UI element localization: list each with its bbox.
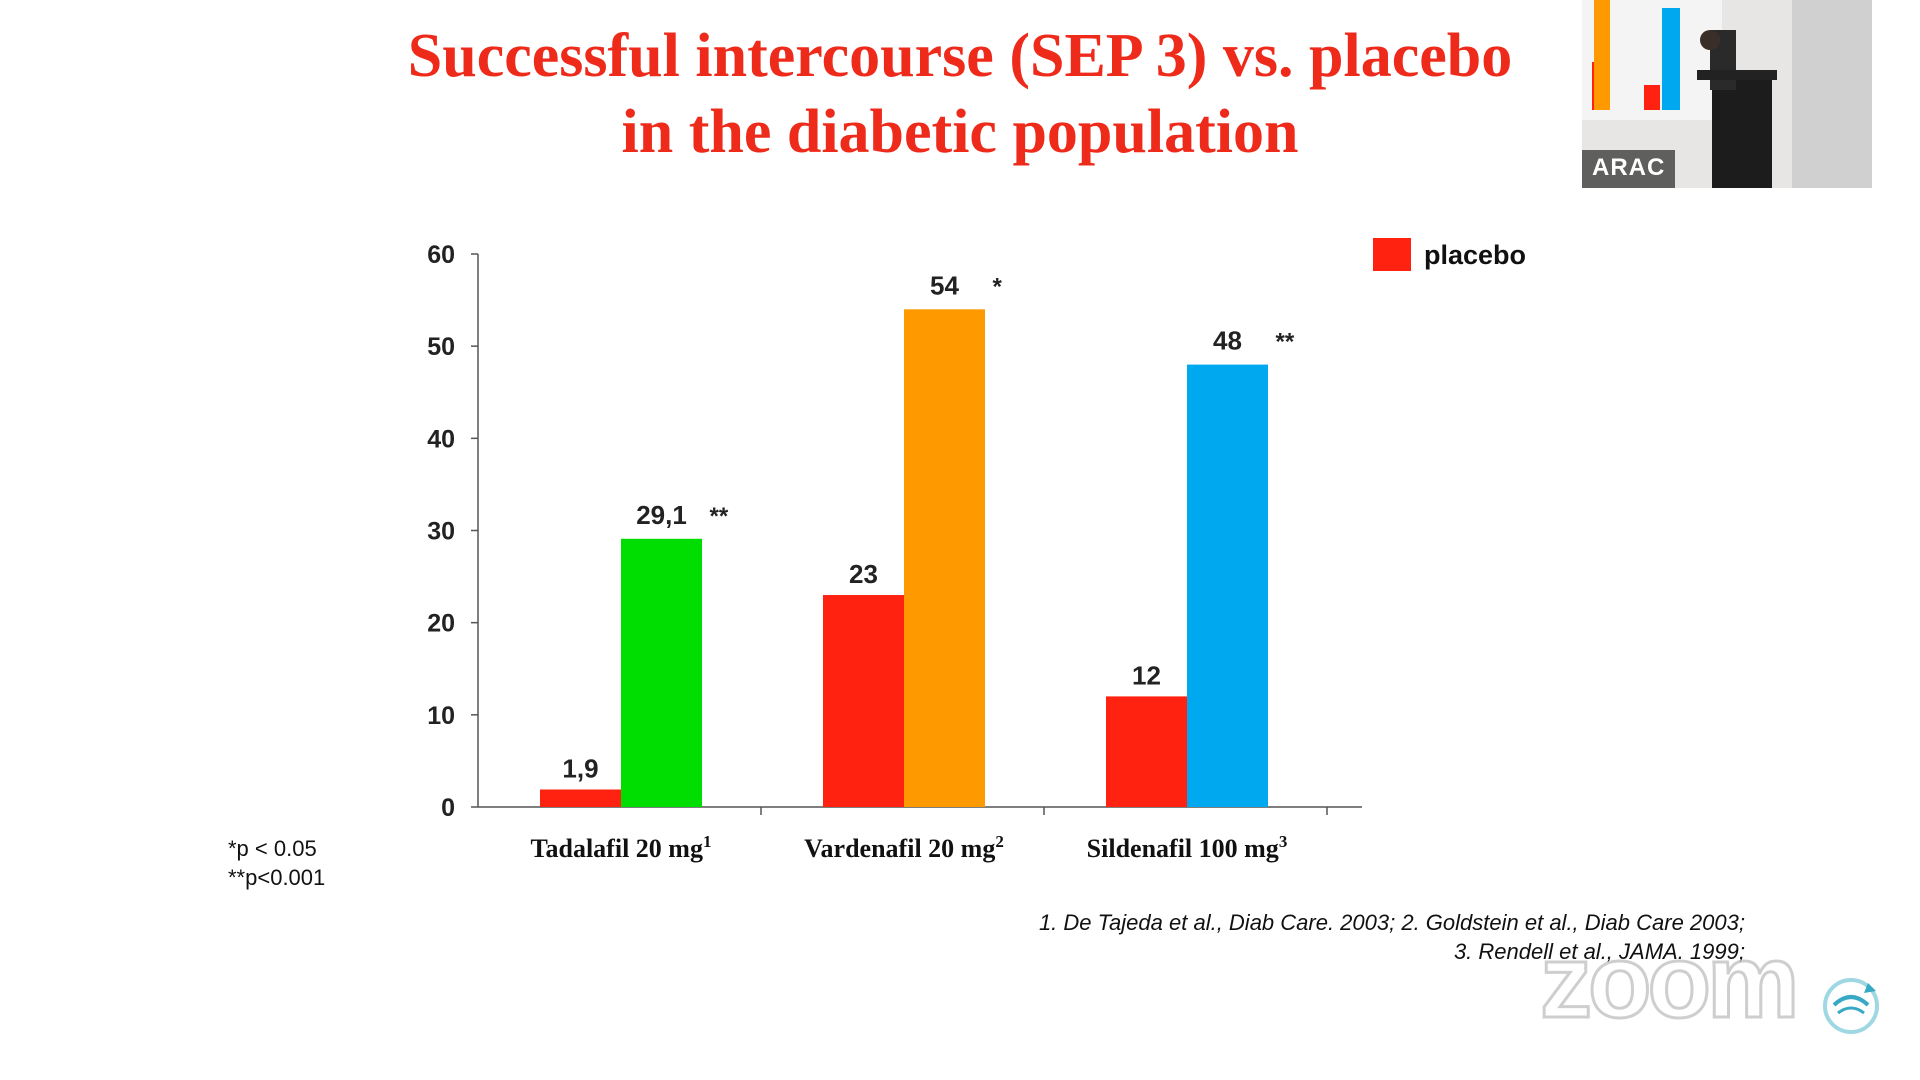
category-reference-superscript: 2	[995, 832, 1004, 851]
placebo-value-label: 12	[1132, 660, 1161, 690]
placebo-value-label: 23	[849, 559, 878, 589]
title-line-1: Successful intercourse (SEP 3) vs. place…	[407, 22, 1513, 90]
category-reference-superscript: 1	[703, 832, 712, 851]
footnote-p005: *p < 0.05	[228, 836, 317, 861]
drug-bar	[1187, 364, 1268, 807]
y-tick-label: 10	[427, 702, 455, 730]
legend-placebo-swatch	[1373, 238, 1411, 271]
y-tick-label: 0	[441, 794, 455, 822]
placebo-bar	[540, 789, 621, 807]
y-tick-label: 60	[427, 241, 455, 269]
category-label: Vardenafil 20 mg2	[804, 832, 1004, 863]
y-tick-label: 50	[427, 333, 455, 361]
category-name: Tadalafil 20 mg	[531, 834, 703, 863]
category-name: Vardenafil 20 mg	[804, 834, 995, 863]
drug-value-label: 29,1	[636, 500, 687, 530]
category-name: Sildenafil 100 mg	[1087, 834, 1279, 863]
speaker-video-frame	[1582, 0, 1920, 188]
slide-title: Successful intercourse (SEP 3) vs. place…	[330, 18, 1590, 170]
placebo-bar	[1106, 696, 1187, 807]
drug-value-label: 48	[1213, 326, 1242, 356]
reference-line-2: 3. Rendell et al., JAMA. 1999;	[1453, 939, 1745, 964]
placebo-bar	[823, 595, 904, 807]
category-label: Tadalafil 20 mg1	[531, 832, 712, 863]
significance-marker: *	[993, 273, 1003, 300]
y-tick-label: 30	[427, 518, 455, 546]
title-line-2: in the diabetic population	[621, 98, 1299, 166]
drug-value-label: 54	[930, 270, 959, 300]
drug-bar	[621, 538, 702, 807]
speaker-video-thumbnail[interactable]: ARAC	[1582, 0, 1920, 188]
y-tick-label: 40	[427, 425, 455, 453]
y-tick-label: 20	[427, 610, 455, 638]
footnote-p0001: **p<0.001	[228, 865, 326, 890]
category-reference-superscript: 3	[1279, 832, 1288, 851]
drug-bar	[904, 309, 985, 807]
reference-line-1: 1. De Tajeda et al., Diab Care. 2003; 2.…	[1038, 910, 1745, 935]
speaker-name-label: ARAC	[1582, 150, 1676, 188]
significance-marker: **	[710, 503, 729, 530]
placebo-value-label: 1,9	[562, 753, 598, 783]
conference-logo-icon	[1823, 978, 1879, 1034]
significance-marker: **	[1276, 329, 1295, 356]
category-label: Sildenafil 100 mg3	[1087, 832, 1288, 863]
legend-placebo-label: placebo	[1424, 240, 1526, 270]
zoom-watermark-logo: zoom	[1539, 924, 1802, 1040]
